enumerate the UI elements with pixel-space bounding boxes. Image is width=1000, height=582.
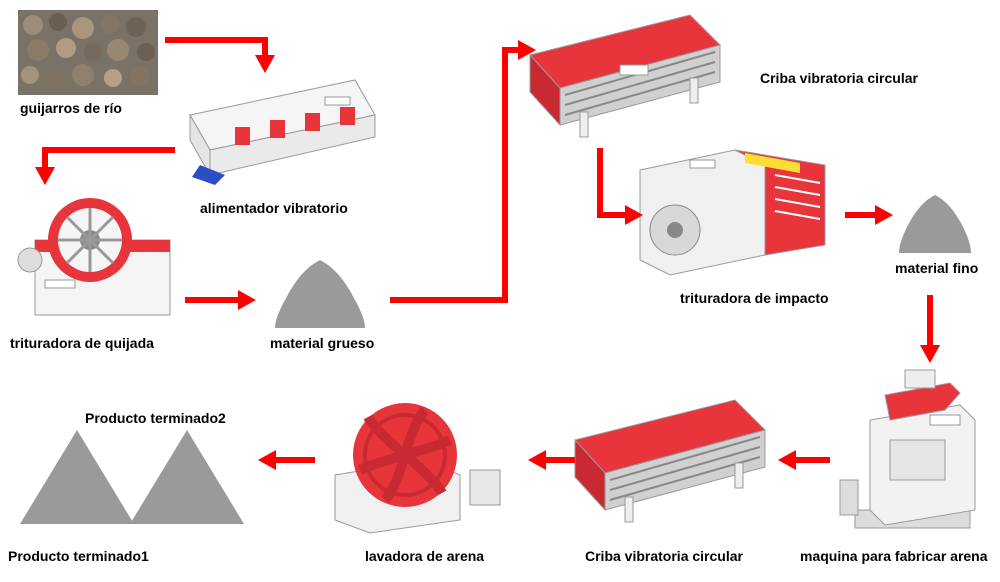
arrow-screen-impact-v [597,148,603,215]
product-pile-1 [20,430,135,525]
label-screen1: Criba vibratoria circular [760,70,918,86]
label-feeder: alimentador vibratorio [200,200,348,216]
arrow-screen2-washer [545,457,575,463]
arrow-jaw-coarse-head [238,290,256,310]
arrow-pebbles-feeder-v [262,37,268,57]
label-impact: trituradora de impacto [680,290,829,306]
arrow-feeder-jaw [45,147,175,153]
arrow-fine-sandmaker-head [920,345,940,363]
label-pebbles: guijarros de río [20,100,122,116]
arrow-sandmaker-screen2 [795,457,830,463]
arrow-fine-sandmaker [927,295,933,347]
sand-washer [320,395,520,535]
label-jaw: trituradora de quijada [10,335,154,351]
jaw-crusher [15,185,175,325]
vibrating-feeder [180,75,380,190]
arrow-pebbles-feeder-head [255,55,275,73]
label-product2: Producto terminado2 [85,410,226,426]
arrow-pebbles-feeder [165,37,265,43]
sand-making-machine [830,365,990,535]
arrow-screen-impact-head [625,205,643,225]
arrow-coarse-screen-v [502,47,508,303]
arrow-coarse-screen-head [518,40,536,60]
arrow-feeder-jaw-v [42,147,48,169]
product-pile-2 [130,430,245,525]
arrow-washer-products [275,457,315,463]
fine-material-pile [895,195,975,255]
coarse-material-pile [270,260,370,330]
arrow-coarse-screen-h1 [390,297,508,303]
circular-vibrating-screen-1 [525,10,725,140]
label-sandmaker: maquina para fabricar arena [800,548,988,564]
arrow-feeder-jaw-head [35,167,55,185]
arrow-jaw-coarse [185,297,240,303]
arrow-impact-fine-head [875,205,893,225]
raw-material-pebbles [18,10,158,95]
arrow-washer-products-head [258,450,276,470]
circular-vibrating-screen-2 [570,395,770,525]
impact-crusher [620,145,840,285]
arrow-screen-impact-h [597,212,627,218]
label-fine: material fino [895,260,978,276]
label-washer: lavadora de arena [365,548,484,564]
arrow-screen2-washer-head [528,450,546,470]
label-screen2: Criba vibratoria circular [585,548,743,564]
label-coarse: material grueso [270,335,374,351]
arrow-sandmaker-screen2-head [778,450,796,470]
arrow-impact-fine [845,212,877,218]
label-product1: Producto terminado1 [8,548,149,564]
